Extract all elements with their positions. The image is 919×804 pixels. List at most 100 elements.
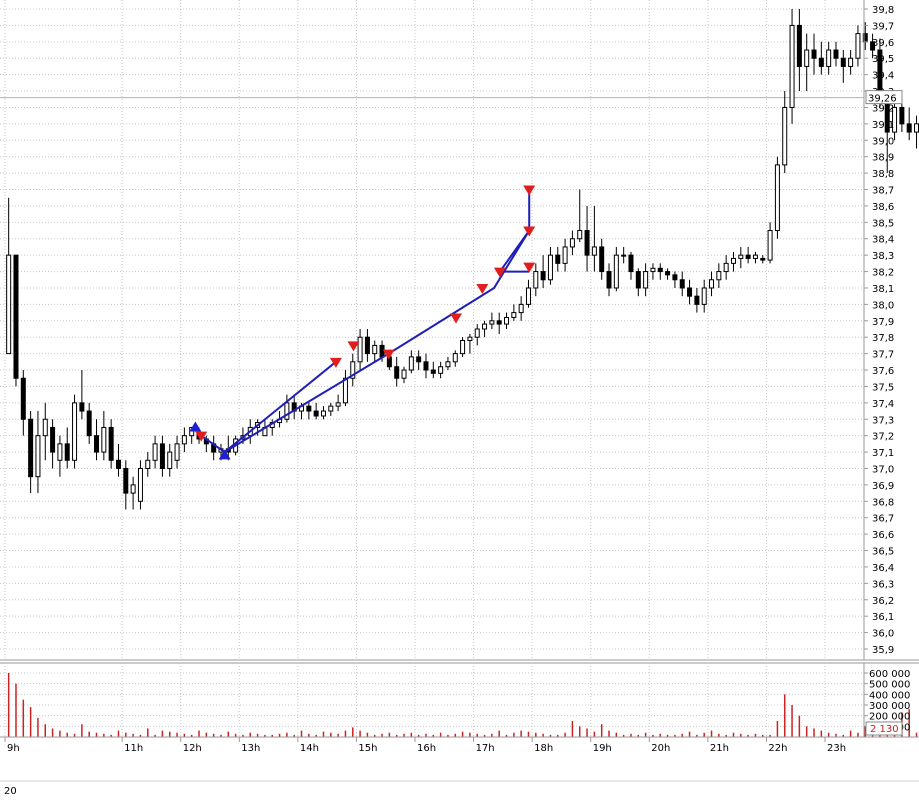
price-tick-label: 38,7 [872, 186, 894, 197]
candle-body [364, 336, 370, 355]
sell-marker [450, 313, 462, 324]
candle-body [372, 344, 378, 355]
price-tick-label: 38,6 [872, 202, 894, 213]
price-tick-label: 38,8 [872, 169, 894, 180]
volume-grid [0, 663, 864, 737]
buy-marker [189, 421, 202, 432]
time-tick-label: 9h [7, 743, 20, 754]
price-tick-label: 38,2 [872, 268, 894, 279]
candle-body [569, 238, 575, 248]
candle-body [72, 402, 78, 461]
volume-tick-label: 300 000 [869, 701, 910, 712]
price-tick-label: 36,3 [872, 579, 894, 590]
candle-body [145, 459, 151, 469]
price-tick-label: 39,2 [872, 103, 894, 114]
trade-markers [189, 185, 536, 460]
sell-marker [523, 185, 536, 196]
candle-body [591, 246, 597, 256]
candle-body [562, 246, 568, 264]
candle-body [167, 451, 173, 469]
candle-body [606, 271, 612, 289]
price-tick-label: 38,9 [872, 153, 894, 164]
price-tick-label: 38,3 [872, 251, 894, 262]
candle-body [174, 443, 180, 461]
candle-body [621, 254, 627, 257]
price-tick-label: 39,4 [872, 71, 894, 82]
candle-body [525, 287, 531, 305]
candle-body [181, 435, 187, 445]
candle-body [467, 336, 473, 341]
price-tick-label: 36,2 [872, 596, 894, 607]
candle-body [599, 246, 605, 273]
price-tick-label: 36,8 [872, 497, 894, 508]
price-tick-label: 37,3 [872, 415, 894, 426]
price-tick-label: 39,6 [872, 38, 894, 49]
candle-body [701, 287, 707, 305]
candle-body [13, 254, 19, 379]
candle-body [840, 57, 846, 67]
candle-body [687, 287, 693, 297]
candle-body [511, 312, 517, 319]
candle-body [855, 33, 861, 59]
candle-body [306, 405, 312, 412]
candle-body [430, 369, 436, 374]
candle-body [518, 303, 524, 314]
last-price-box: 39,26 [865, 90, 903, 105]
trade-path [200, 189, 531, 454]
candle-body [774, 164, 780, 232]
candle-body [628, 254, 634, 273]
candle-body [313, 410, 319, 417]
candle-body [709, 279, 715, 289]
price-tick-label: 35,9 [872, 645, 894, 656]
candle-body [320, 410, 326, 417]
candle-body [804, 49, 810, 67]
candle-body [738, 254, 744, 259]
candle-body [474, 328, 480, 338]
price-tick-label: 37,8 [872, 333, 894, 344]
candle-body [335, 402, 341, 407]
last-price-frame [865, 90, 903, 105]
candle-body [826, 49, 832, 67]
price-tick-label: 39,1 [872, 120, 894, 131]
candle-body [438, 366, 444, 374]
last-volume-label: 2 130 [870, 724, 899, 735]
candle-body [379, 344, 385, 358]
price-tick-label: 38,4 [872, 235, 894, 246]
sell-marker [347, 341, 360, 352]
candle-body [423, 361, 429, 371]
sell-marker [523, 262, 536, 273]
time-tick-label: 12h [183, 743, 202, 754]
volume-bars [7, 673, 918, 737]
candle-body [694, 295, 700, 305]
volume-tick-label: 600 000 [869, 669, 910, 680]
candle-body [20, 377, 26, 420]
time-tick-label: 17h [476, 743, 495, 754]
price-tick-label: 36,7 [872, 514, 894, 525]
sell-marker [329, 357, 342, 368]
price-tick-label: 36,1 [872, 612, 894, 623]
candle-body [394, 366, 400, 379]
candle-body [79, 402, 85, 412]
candle-body [540, 271, 546, 281]
price-grid [0, 0, 864, 660]
candle-body [796, 24, 802, 67]
candle-body [42, 418, 48, 437]
price-tick-label: 37,1 [872, 448, 894, 459]
candle-body [752, 254, 758, 259]
candle-body [848, 57, 854, 67]
candle-body [811, 49, 817, 59]
candle-body [665, 271, 671, 276]
price-tick-label: 39,8 [872, 5, 894, 16]
price-tick-label: 37,6 [872, 366, 894, 377]
candle-body [482, 323, 488, 330]
date-label: 20 [4, 786, 17, 797]
candle-body [159, 443, 165, 469]
candle-body [657, 267, 663, 273]
sell-marker [493, 267, 506, 278]
last-price-label: 39,26 [868, 94, 897, 105]
sell-marker [195, 431, 208, 442]
candle-body [86, 410, 92, 437]
candle-body [28, 418, 34, 478]
